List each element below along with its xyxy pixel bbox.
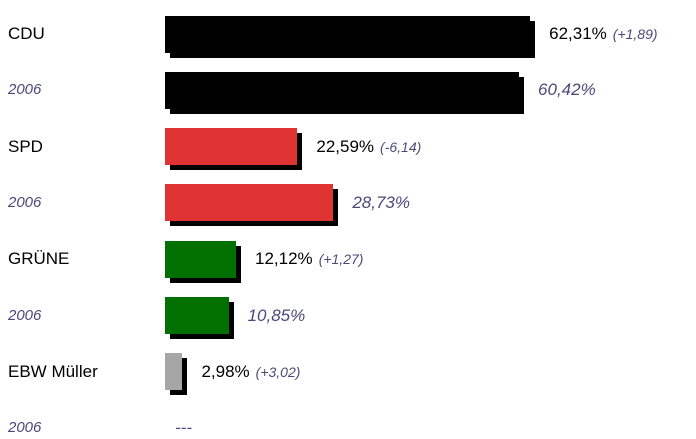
value-label-group: 2,98% (+3,02) [201,362,300,383]
bar [165,15,531,53]
change-label: (-6,14) [380,138,422,155]
page: CDU 62,31% (+1,89) 2006 60,42% SPD 22,59% (-6,1… [8,15,658,438]
category-label: 2006 [8,306,42,324]
bar [165,353,183,391]
value-label: 28,73% [352,192,411,212]
value-label: 62,31% [549,24,607,43]
value-label: --- [175,418,192,438]
value-label: 22,59% [316,136,375,156]
category-label: EBW Müller [8,361,98,381]
change-label: (+3,02) [255,363,301,380]
change-label: (+1,89) [612,26,658,42]
bar [165,71,520,109]
value-label-group: 12,12% (+1,27) [255,249,363,270]
value-label-group: 10,85% [248,306,306,327]
category-label: 2006 [8,419,42,437]
bar [165,184,334,222]
value-label-group: 60,42% [538,80,596,101]
value-label: 12,12% [255,249,313,269]
value-label: 10,85% [247,305,306,325]
value-label: 2,98% [201,361,250,381]
category-label: CDU [8,24,45,43]
category-label: 2006 [8,193,42,211]
value-label: 60,42% [538,80,596,100]
category-label: 2006 [8,81,42,99]
bar [165,128,298,166]
change-label: (+1,27) [318,251,364,268]
bar [165,240,237,278]
value-label-group: 62,31% (+1,89) [549,24,657,45]
value-label-group: 28,73% [352,193,410,214]
chart: CDU 62,31% (+1,89) 2006 60,42% SPD 22,59% (-6,1… [8,15,658,437]
category-label: SPD [8,136,43,156]
value-label-group: 22,59% (-6,14) [316,137,421,158]
bar [165,297,229,334]
category-label: GRÜNE [8,249,70,269]
value-label-group: --- [175,418,192,439]
